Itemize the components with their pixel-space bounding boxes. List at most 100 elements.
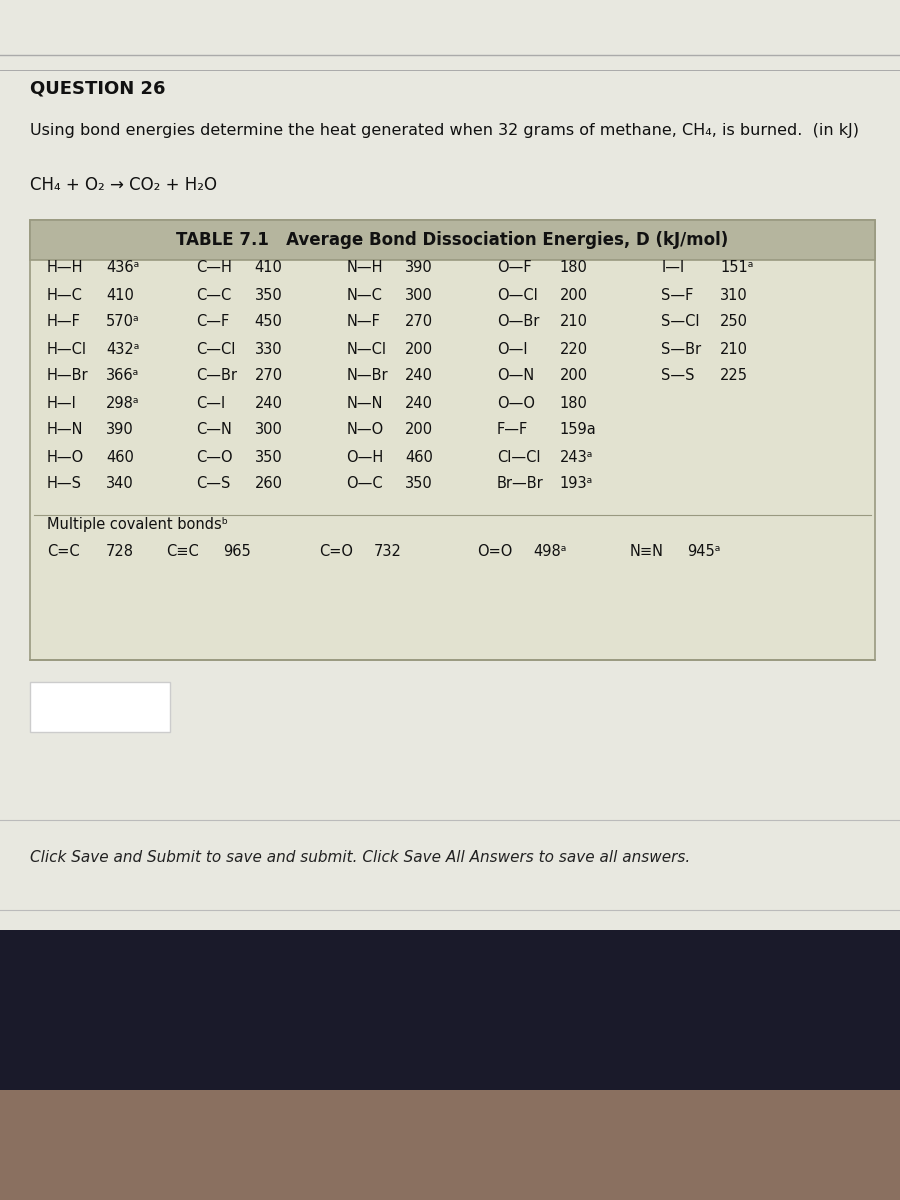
Text: C=O: C=O [320, 545, 354, 559]
Text: C—I: C—I [196, 396, 225, 410]
Text: 250: 250 [720, 314, 748, 330]
Text: 240: 240 [255, 396, 283, 410]
Text: 350: 350 [405, 476, 433, 492]
Text: H—H: H—H [47, 260, 84, 276]
Bar [30, 220, 875, 660]
Text: 450: 450 [255, 314, 283, 330]
Text: S—Br: S—Br [662, 342, 702, 356]
Text: N—F: N—F [346, 314, 381, 330]
Text: 200: 200 [560, 368, 588, 384]
Text: O=O: O=O [477, 545, 512, 559]
Text: 243ᵃ: 243ᵃ [560, 450, 593, 464]
Text: 210: 210 [720, 342, 748, 356]
Text: S—S: S—S [662, 368, 695, 384]
Text: 410: 410 [106, 288, 134, 302]
Text: 200: 200 [560, 288, 588, 302]
Text: 270: 270 [255, 368, 283, 384]
Text: C≡C: C≡C [166, 545, 199, 559]
Text: C—H: C—H [196, 260, 232, 276]
Text: 225: 225 [720, 368, 748, 384]
Text: F—F: F—F [497, 422, 528, 438]
Text: 460: 460 [405, 450, 433, 464]
Text: C—F: C—F [196, 314, 230, 330]
Text: 180: 180 [560, 260, 588, 276]
Text: H—Cl: H—Cl [47, 342, 86, 356]
Text: 390: 390 [106, 422, 134, 438]
Text: N—C: N—C [346, 288, 382, 302]
Text: 220: 220 [560, 342, 588, 356]
Text: 436ᵃ: 436ᵃ [106, 260, 140, 276]
Text: O—F: O—F [497, 260, 531, 276]
Text: 298ᵃ: 298ᵃ [106, 396, 140, 410]
Bar [30, 220, 875, 260]
Text: 390: 390 [405, 260, 433, 276]
Text: QUESTION 26: QUESTION 26 [30, 79, 166, 97]
Text: 260: 260 [255, 476, 283, 492]
Text: O—O: O—O [497, 396, 535, 410]
Text: 366ᵃ: 366ᵃ [106, 368, 140, 384]
Text: 240: 240 [405, 368, 433, 384]
Text: Using bond energies determine the heat generated when 32 grams of methane, CH₄, : Using bond energies determine the heat g… [30, 122, 859, 138]
Text: H—C: H—C [47, 288, 83, 302]
Text: 330: 330 [255, 342, 283, 356]
Text: 432ᵃ: 432ᵃ [106, 342, 140, 356]
Text: 200: 200 [405, 422, 433, 438]
Text: C—Cl: C—Cl [196, 342, 236, 356]
Text: C—O: C—O [196, 450, 233, 464]
Text: H—N: H—N [47, 422, 84, 438]
Text: N—O: N—O [346, 422, 383, 438]
Text: 200: 200 [405, 342, 433, 356]
Text: CH₄ + O₂ → CO₂ + H₂O: CH₄ + O₂ → CO₂ + H₂O [30, 176, 217, 194]
Text: O—C: O—C [346, 476, 383, 492]
Text: Multiple covalent bondsᵇ: Multiple covalent bondsᵇ [47, 517, 228, 533]
Text: 570ᵃ: 570ᵃ [106, 314, 140, 330]
Text: N—Br: N—Br [346, 368, 388, 384]
Text: C—S: C—S [196, 476, 230, 492]
Bar [0, 1090, 900, 1200]
Text: H—I: H—I [47, 396, 76, 410]
Text: 350: 350 [255, 288, 283, 302]
Text: 410: 410 [255, 260, 283, 276]
Text: H—Br: H—Br [47, 368, 88, 384]
Text: N—N: N—N [346, 396, 383, 410]
Text: S—F: S—F [662, 288, 694, 302]
Text: 270: 270 [405, 314, 433, 330]
Text: 732: 732 [374, 545, 401, 559]
Text: 310: 310 [720, 288, 748, 302]
Text: O—H: O—H [346, 450, 383, 464]
Text: 498ᵃ: 498ᵃ [534, 545, 567, 559]
Text: C—C: C—C [196, 288, 231, 302]
Text: 159a: 159a [560, 422, 597, 438]
Text: 240: 240 [405, 396, 433, 410]
Text: Click Save and Submit to save and submit. Click Save All Answers to save all ans: Click Save and Submit to save and submit… [30, 851, 690, 865]
Text: H—O: H—O [47, 450, 84, 464]
Bar [30, 682, 170, 732]
Text: C—Br: C—Br [196, 368, 238, 384]
Text: N—H: N—H [346, 260, 383, 276]
Text: O—I: O—I [497, 342, 527, 356]
Text: 300: 300 [255, 422, 283, 438]
Text: 350: 350 [255, 450, 283, 464]
Text: H—F: H—F [47, 314, 81, 330]
Text: 340: 340 [106, 476, 134, 492]
Text: 193ᵃ: 193ᵃ [560, 476, 593, 492]
Text: 965: 965 [223, 545, 251, 559]
Text: 210: 210 [560, 314, 588, 330]
Text: 180: 180 [560, 396, 588, 410]
Text: Cl—Cl: Cl—Cl [497, 450, 540, 464]
Text: H—S: H—S [47, 476, 82, 492]
Text: O—Br: O—Br [497, 314, 539, 330]
Text: Br—Br: Br—Br [497, 476, 544, 492]
Text: C=C: C=C [47, 545, 79, 559]
Bar [0, 0, 900, 930]
Text: 300: 300 [405, 288, 433, 302]
Bar [0, 930, 900, 1090]
Text: TABLE 7.1   Average Bond Dissociation Energies, D (kJ/mol): TABLE 7.1 Average Bond Dissociation Ener… [176, 230, 729, 248]
Text: O—N: O—N [497, 368, 534, 384]
Text: N—Cl: N—Cl [346, 342, 386, 356]
Text: 945ᵃ: 945ᵃ [687, 545, 720, 559]
Text: I—I: I—I [662, 260, 685, 276]
Text: O—Cl: O—Cl [497, 288, 537, 302]
Text: 728: 728 [106, 545, 134, 559]
Text: N≡N: N≡N [630, 545, 664, 559]
